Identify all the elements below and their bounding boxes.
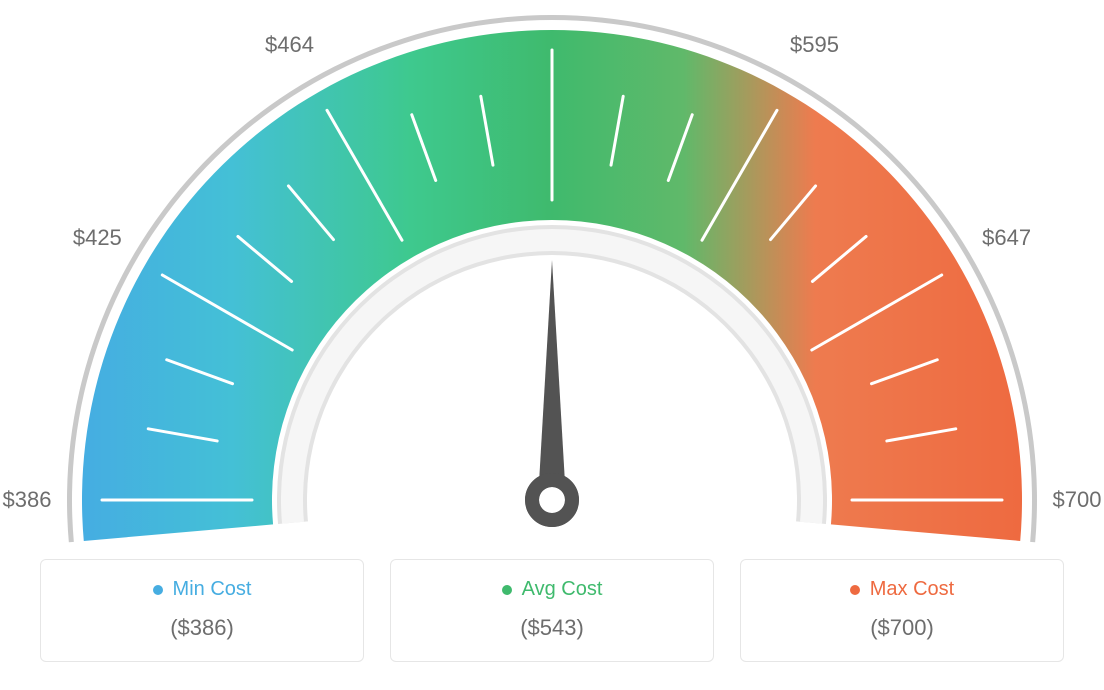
legend-max-dot-icon xyxy=(850,585,860,595)
legend: Min Cost ($386) Avg Cost ($543) Max Cost… xyxy=(40,559,1064,662)
legend-avg-dot-icon xyxy=(502,585,512,595)
legend-min-title: Min Cost xyxy=(173,578,252,601)
legend-max-title-row: Max Cost xyxy=(850,578,954,601)
legend-avg-title-row: Avg Cost xyxy=(502,578,603,601)
legend-min-title-row: Min Cost xyxy=(153,578,252,601)
gauge-svg xyxy=(0,0,1104,560)
gauge-tick-label: $647 xyxy=(982,225,1031,251)
legend-min-dot-icon xyxy=(153,585,163,595)
legend-avg: Avg Cost ($543) xyxy=(390,559,714,662)
legend-max: Max Cost ($700) xyxy=(740,559,1064,662)
cost-gauge-chart: $386$425$464$543$595$647$700 Min Cost ($… xyxy=(0,0,1104,690)
legend-min: Min Cost ($386) xyxy=(40,559,364,662)
legend-avg-title: Avg Cost xyxy=(522,578,603,601)
gauge-area: $386$425$464$543$595$647$700 xyxy=(0,0,1104,560)
legend-avg-value: ($543) xyxy=(401,615,703,641)
gauge-tick-label: $425 xyxy=(73,225,122,251)
legend-min-value: ($386) xyxy=(51,615,353,641)
legend-max-value: ($700) xyxy=(751,615,1053,641)
gauge-tick-label: $386 xyxy=(3,487,52,513)
gauge-tick-label: $464 xyxy=(265,32,314,58)
gauge-tick-label: $700 xyxy=(1053,487,1102,513)
legend-max-title: Max Cost xyxy=(870,578,954,601)
gauge-tick-label: $595 xyxy=(790,32,839,58)
